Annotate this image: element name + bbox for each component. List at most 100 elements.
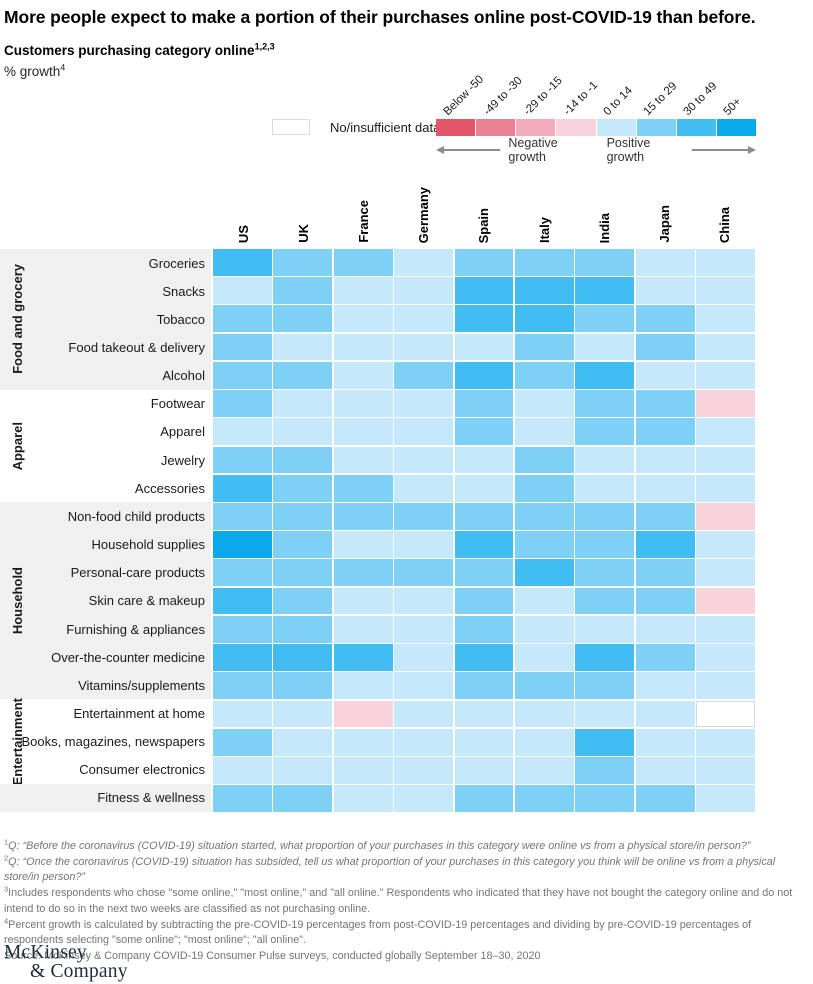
heatmap-cell bbox=[333, 587, 393, 615]
heatmap-cell bbox=[575, 305, 635, 333]
heatmap-cell bbox=[454, 700, 514, 728]
heatmap-cell bbox=[696, 503, 755, 530]
row-group-stripe: Food and grocery bbox=[0, 249, 211, 390]
heatmap-cell bbox=[213, 728, 272, 756]
column-header-text: India bbox=[596, 212, 612, 243]
heatmap-cell bbox=[635, 700, 695, 728]
heatmap-cell bbox=[213, 333, 272, 361]
heatmap-cell bbox=[273, 728, 333, 756]
heatmap-cell bbox=[333, 333, 393, 361]
heatmap-cell bbox=[454, 559, 514, 587]
heatmap-cell bbox=[273, 333, 333, 361]
heatmap-cell bbox=[333, 757, 393, 784]
heatmap-cell bbox=[213, 700, 272, 728]
row-label: Personal-care products bbox=[70, 565, 205, 581]
heatmap-cell bbox=[635, 559, 695, 587]
heatmap-cell bbox=[454, 644, 514, 671]
heatmap-cell bbox=[514, 644, 574, 671]
heatmap-cell bbox=[575, 587, 635, 615]
heatmap-cell bbox=[394, 531, 454, 558]
heatmap-cell bbox=[394, 615, 454, 643]
negative-growth-arrow: Negative growth bbox=[436, 136, 599, 164]
row-label: Food takeout & delivery bbox=[68, 340, 205, 356]
heatmap-cell bbox=[696, 785, 755, 812]
heatmap-cell bbox=[514, 615, 574, 643]
heatmap-cell bbox=[273, 644, 333, 671]
heatmap-cell bbox=[273, 249, 333, 276]
footnote-text: Q: “Before the coronavirus (COVID-19) si… bbox=[8, 840, 751, 852]
heatmap-cell bbox=[394, 587, 454, 615]
heatmap-cell bbox=[454, 757, 514, 784]
chart-subtitle-text: Customers purchasing category online bbox=[4, 43, 255, 58]
heatmap-cell bbox=[575, 559, 635, 587]
heatmap-cell bbox=[575, 474, 635, 502]
row-label: Non-food child products bbox=[67, 508, 205, 524]
heatmap-cell bbox=[514, 672, 574, 700]
heatmap-cell bbox=[514, 503, 574, 530]
row-label: Skin care & makeup bbox=[88, 593, 205, 609]
heatmap-cell bbox=[514, 418, 574, 446]
row-group-stripe bbox=[0, 783, 211, 812]
column-header: France bbox=[333, 166, 393, 243]
heatmap-cell bbox=[454, 728, 514, 756]
negative-growth-label: Negative growth bbox=[508, 136, 558, 164]
heatmap-cell bbox=[333, 615, 393, 643]
row-label: Entertainment at home bbox=[73, 705, 205, 721]
heatmap-cell bbox=[394, 503, 454, 530]
no-data-legend: No/insufficient data bbox=[272, 119, 440, 135]
row-label: Vitamins/supplements bbox=[78, 677, 205, 693]
heatmap-cell bbox=[273, 615, 333, 643]
row-label: Groceries bbox=[148, 255, 205, 271]
heatmap-cell bbox=[333, 503, 393, 530]
heatmap-cell bbox=[213, 446, 272, 474]
heatmap-cell bbox=[575, 785, 635, 812]
heatmap-cell bbox=[333, 672, 393, 700]
legend-swatch bbox=[476, 119, 516, 136]
heatmap-cell bbox=[635, 503, 695, 530]
legend-bucket-labels: Below -50 -49 to -30 -29 to -15 -14 to -1 0 … bbox=[436, 72, 756, 118]
column-header-text: UK bbox=[295, 224, 311, 243]
heatmap-cell bbox=[213, 390, 272, 417]
heatmap-cell bbox=[635, 474, 695, 502]
heatmap-cell bbox=[213, 644, 272, 671]
column-header-text: Italy bbox=[536, 216, 552, 243]
heatmap-cell bbox=[333, 700, 393, 728]
row-label: Jewelry bbox=[160, 452, 205, 468]
heatmap-cell bbox=[575, 503, 635, 530]
legend-bucket-label: 30 to 49 bbox=[681, 80, 720, 118]
logo-line1: McKinsey bbox=[4, 942, 87, 963]
positive-growth-arrow: Positive growth bbox=[599, 136, 756, 164]
heatmap-cell bbox=[575, 644, 635, 671]
heatmap-cell bbox=[273, 503, 333, 530]
column-header-text: Japan bbox=[657, 205, 673, 243]
column-header: UK bbox=[273, 166, 333, 243]
heatmap-cell bbox=[213, 757, 272, 784]
heatmap-cell bbox=[514, 531, 574, 558]
heatmap-cell bbox=[575, 700, 635, 728]
heatmap-cell bbox=[635, 249, 695, 276]
row-label: Alcohol bbox=[162, 368, 205, 384]
footnote-text: Q: “Once the coronavirus (COVID-19) situ… bbox=[4, 855, 776, 884]
heatmap-cell bbox=[394, 361, 454, 389]
heatmap-cell bbox=[394, 474, 454, 502]
heatmap-cell bbox=[454, 474, 514, 502]
heatmap-cell bbox=[575, 277, 635, 304]
heatmap-cell bbox=[213, 305, 272, 333]
heatmap-cell bbox=[394, 333, 454, 361]
heatmap-cell bbox=[213, 672, 272, 700]
heatmap-cell bbox=[575, 361, 635, 389]
heatmap-cell bbox=[394, 249, 454, 276]
row-label: Fitness & wellness bbox=[97, 790, 205, 806]
unit-footnote-mark: 4 bbox=[60, 62, 66, 73]
heatmap-cell bbox=[575, 531, 635, 558]
arrow-right-icon bbox=[748, 146, 756, 154]
legend-swatch bbox=[436, 119, 476, 136]
footnote-line: 3Includes respondents who chose "some on… bbox=[4, 885, 810, 917]
heatmap-cell bbox=[394, 700, 454, 728]
heatmap-cell bbox=[454, 615, 514, 643]
heatmap-cell bbox=[454, 361, 514, 389]
heatmap-cell bbox=[394, 644, 454, 671]
heatmap-cell bbox=[514, 785, 574, 812]
footnote-line: 1Q: “Before the coronavirus (COVID-19) s… bbox=[4, 838, 810, 855]
heatmap-cell bbox=[696, 700, 755, 728]
